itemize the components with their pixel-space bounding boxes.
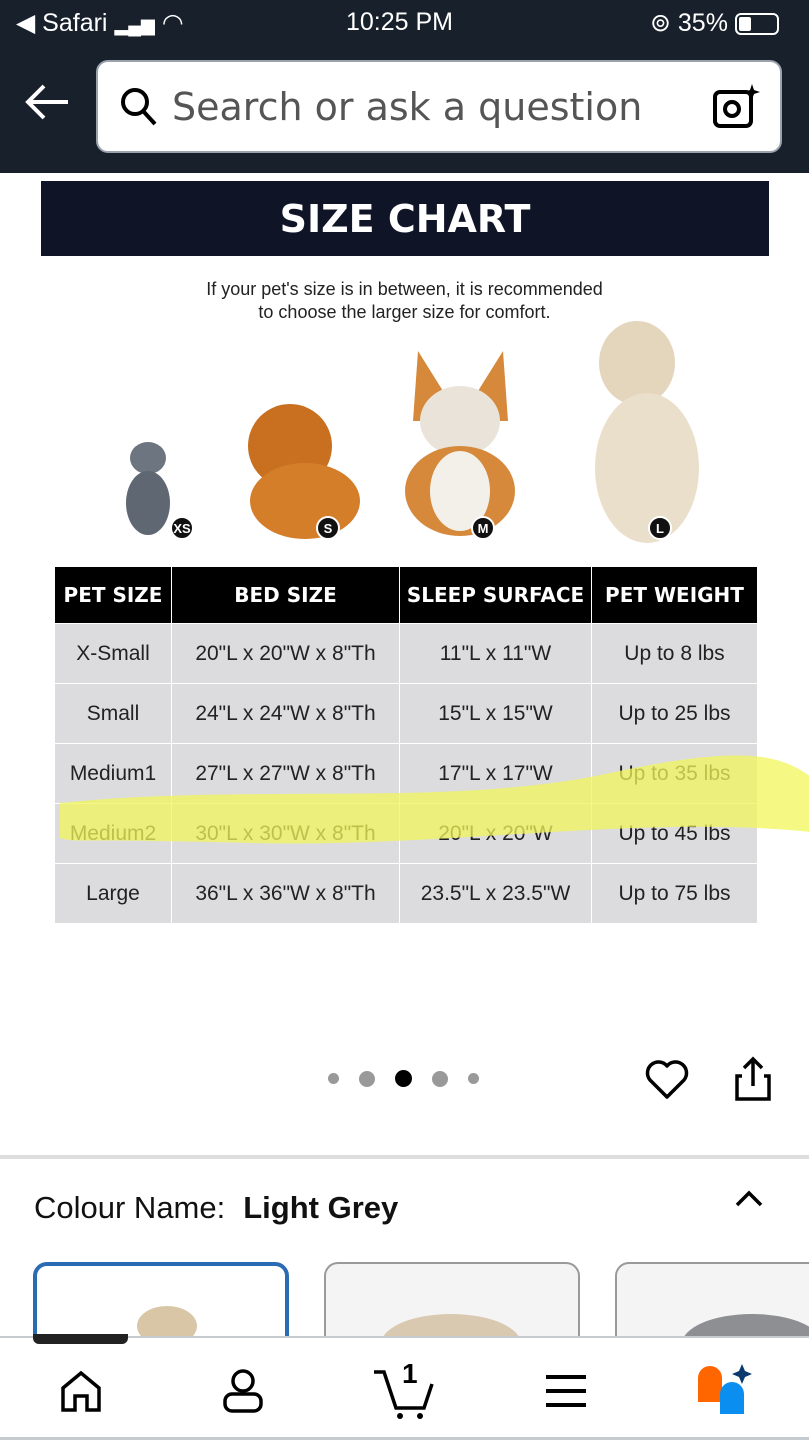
- heart-icon[interactable]: [645, 1058, 689, 1100]
- battery-status: ⊚ 35%: [650, 8, 779, 38]
- cell: Small: [54, 683, 172, 744]
- back-app-label: Safari: [42, 9, 108, 37]
- carousel-dot[interactable]: [468, 1073, 479, 1084]
- battery-icon: [734, 13, 779, 36]
- table-row: Medium1 27"L x 27"W x 8"Th 17"L x 17"W Up t…: [54, 743, 758, 804]
- golden-retriever-image: [595, 321, 699, 543]
- back-to-safari[interactable]: ◀ Safari ▂▄▆ ◠: [16, 9, 184, 37]
- table-header: PET SIZE BED SIZE SLEEP SURFACE PET WEIG…: [54, 566, 758, 624]
- cell: Large: [54, 863, 172, 924]
- signal-icon: ▂▄▆: [114, 15, 155, 35]
- cell: Medium1: [54, 743, 172, 804]
- colour-label: Colour Name:: [34, 1190, 226, 1225]
- bottom-nav: 1: [0, 1334, 809, 1440]
- header-bed-size: BED SIZE: [171, 566, 400, 624]
- back-arrow-icon[interactable]: [24, 82, 70, 127]
- header-pet-weight: PET WEIGHT: [591, 566, 758, 624]
- carousel-dots[interactable]: [328, 1070, 479, 1087]
- search-input[interactable]: Search or ask a question: [172, 84, 643, 129]
- cell: Up to 45 lbs: [591, 803, 758, 864]
- carousel-dot[interactable]: [359, 1070, 375, 1087]
- rufus-assistant-icon[interactable]: [696, 1364, 754, 1420]
- cat-image: [126, 442, 170, 535]
- cell: Up to 25 lbs: [591, 683, 758, 744]
- cell: 20"L x 20"W: [399, 803, 592, 864]
- table-row: Medium2 30"L x 30"W x 8"Th 20"L x 20"W Up t…: [54, 803, 758, 864]
- cell: 24"L x 24"W x 8"Th: [171, 683, 400, 744]
- size-badge-s: S: [316, 516, 340, 540]
- header-pet-size: PET SIZE: [54, 566, 172, 624]
- menu-icon[interactable]: [546, 1374, 586, 1408]
- note-line: If your pet's size is in between, it is …: [206, 279, 603, 299]
- cart-button[interactable]: 1: [372, 1358, 436, 1420]
- rotation-lock-icon: ⊚: [650, 9, 671, 37]
- cart-icon: [374, 1370, 434, 1419]
- cell: 30"L x 30"W x 8"Th: [171, 803, 400, 864]
- cell: 20"L x 20"W x 8"Th: [171, 623, 400, 684]
- table-row: Small 24"L x 24"W x 8"Th 15"L x 15"W Up to …: [54, 683, 758, 744]
- cell: Up to 8 lbs: [591, 623, 758, 684]
- note-line: to choose the larger size for comfort.: [258, 302, 551, 322]
- cell: Up to 75 lbs: [591, 863, 758, 924]
- cell: 23.5"L x 23.5"W: [399, 863, 592, 924]
- home-icon[interactable]: [60, 1370, 102, 1412]
- camera-lens-icon[interactable]: [712, 83, 760, 130]
- cell: Medium2: [54, 803, 172, 864]
- size-badge-l: L: [648, 516, 672, 540]
- colour-name: Colour Name: Light Grey: [34, 1190, 398, 1226]
- colour-value: Light Grey: [243, 1190, 399, 1225]
- search-icon: [121, 87, 157, 125]
- cell: X-Small: [54, 623, 172, 684]
- cell: 11"L x 11"W: [399, 623, 592, 684]
- cell: Up to 35 lbs: [591, 743, 758, 804]
- cell: 17"L x 17"W: [399, 743, 592, 804]
- account-icon[interactable]: [222, 1368, 264, 1414]
- corgi-image: [405, 351, 515, 536]
- cell: 27"L x 27"W x 8"Th: [171, 743, 400, 804]
- size-note: If your pet's size is in between, it is …: [0, 278, 809, 324]
- carousel-dot[interactable]: [432, 1070, 448, 1087]
- table-row: X-Small 20"L x 20"W x 8"Th 11"L x 11"W Up t…: [54, 623, 758, 684]
- active-tab-indicator: [33, 1334, 128, 1344]
- size-table: PET SIZE BED SIZE SLEEP SURFACE PET WEIG…: [54, 566, 758, 924]
- cell: 36"L x 36"W x 8"Th: [171, 863, 400, 924]
- collapse-chevron-icon[interactable]: [734, 1188, 764, 1208]
- search-bar[interactable]: Search or ask a question: [96, 60, 782, 153]
- pomeranian-image: [248, 404, 360, 539]
- top-bar: ◀ Safari ▂▄▆ ◠ 10:25 PM ⊚ 35% Search or …: [0, 0, 809, 173]
- battery-percent: 35%: [677, 9, 728, 37]
- cell: 15"L x 15"W: [399, 683, 592, 744]
- section-divider: [0, 1155, 809, 1159]
- carousel-dot[interactable]: [328, 1073, 339, 1084]
- wifi-icon: ◠: [161, 9, 184, 37]
- carousel-dot-active[interactable]: [395, 1070, 412, 1087]
- share-icon[interactable]: [734, 1056, 772, 1102]
- clock: 10:25 PM: [346, 8, 454, 36]
- table-row: Large 36"L x 36"W x 8"Th 23.5"L x 23.5"W Up…: [54, 863, 758, 924]
- header-sleep-surface: SLEEP SURFACE: [399, 566, 592, 624]
- size-badge-xs: XS: [170, 516, 194, 540]
- size-badge-m: M: [471, 516, 495, 540]
- size-chart-title: SIZE CHART: [41, 181, 769, 256]
- cart-count: 1: [402, 1358, 418, 1389]
- product-image-size-chart[interactable]: SIZE CHART If your pet's size is in betw…: [0, 173, 809, 1153]
